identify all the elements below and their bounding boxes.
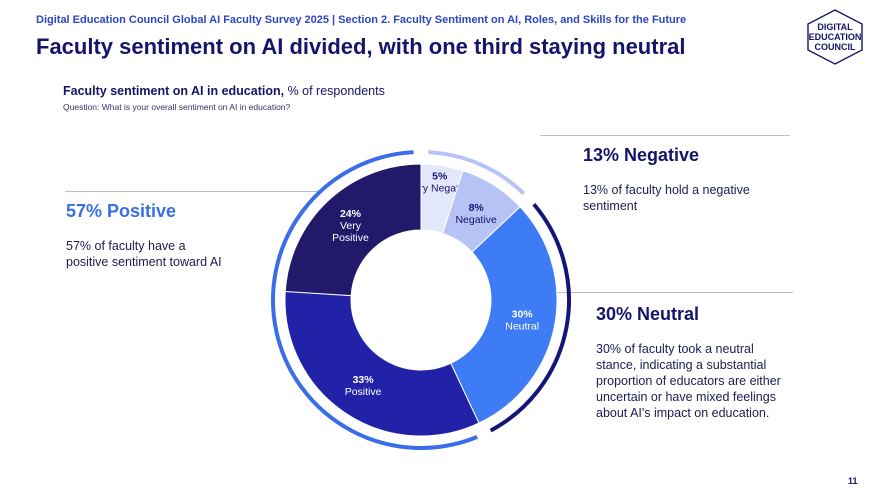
negative-description-line: sentiment [583,199,638,213]
negative-group-arc [428,150,526,195]
neutral-group-arc [489,202,571,433]
data-label-value: 30% [512,308,534,320]
logo-line-1: DIGITAL [817,22,853,32]
neutral-headline: 30% Neutral [596,304,700,324]
data-label-value: 5% [432,170,448,182]
negative-description-line: 13% of faculty hold a negative [583,183,750,197]
report-supertitle: Digital Education Council Global AI Facu… [36,14,687,26]
logo-hexagon [807,9,863,65]
donut-hole [351,230,491,370]
chart-title: Faculty sentiment on AI in education, % … [63,84,385,98]
divider-line-negative [540,135,790,136]
survey-question: Question: What is your overall sentiment… [63,102,291,112]
negative-description: 13% of faculty hold a negative sentiment [583,182,750,214]
neutral-description-line: 30% of faculty took a neutral [596,342,754,356]
data-label-category: Neutral [505,320,539,332]
positive-headline: 57% Positive [66,201,177,221]
positive-description-line: positive sentiment toward AI [66,255,222,269]
divider-line-neutral [540,292,793,293]
neutral-description-line: about AI's impact on education. [596,406,770,420]
dec-logo: DIGITAL EDUCATION COUNCIL [807,9,863,65]
chart-title-bold: Faculty sentiment on AI in education, [63,84,285,98]
logo-line-2: EDUCATION [809,32,862,42]
data-label-category: Positive [332,232,369,244]
data-label-value: 24% [340,208,362,220]
neutral-description: 30% of faculty took a neutral stance, in… [596,341,781,421]
positive-group-arc [271,150,478,450]
data-label-category: Positive [345,386,382,398]
negative-headline: 13% Negative [583,145,700,165]
data-label-value: 8% [469,202,485,214]
positive-description-line: 57% of faculty have a [66,239,186,253]
page-title: Faculty sentiment on AI divided, with on… [36,34,686,59]
chart-title-unit: % of respondents [284,84,385,98]
neutral-description-line: uncertain or have mixed feelings [596,390,776,404]
neutral-description-line: stance, indicating a substantial [596,358,767,372]
logo-line-3: COUNCIL [815,42,856,52]
data-label-value: 33% [353,374,375,386]
neutral-description-line: proportion of educators are either [596,374,781,388]
divider-line-positive [65,191,320,192]
data-label-category: Very [340,220,362,232]
page-number: 11 [848,476,858,486]
data-label-category: Negative [455,214,497,226]
positive-description: 57% of faculty have a positive sentiment… [66,238,222,270]
